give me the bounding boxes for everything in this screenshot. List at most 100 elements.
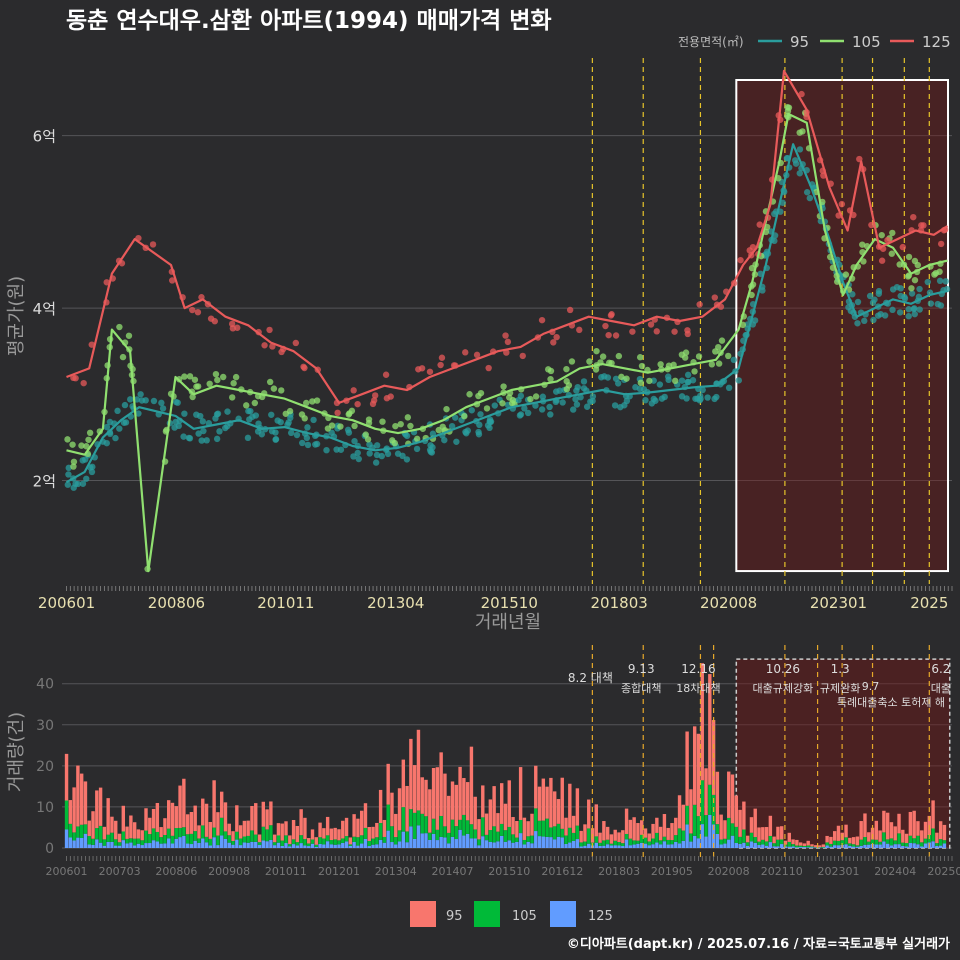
bottom-bar-105 xyxy=(235,831,239,840)
bottom-bar-105 xyxy=(745,842,750,846)
top-x-tick-label: 201304 xyxy=(367,594,424,612)
bottom-bar-95 xyxy=(511,817,515,835)
top-point-95 xyxy=(304,424,311,431)
bottom-bar-105 xyxy=(719,839,723,845)
bottom-bar-105 xyxy=(734,826,739,843)
top-point-125 xyxy=(228,320,236,328)
bottom-bar-95 xyxy=(647,833,651,842)
bottom-bar-125 xyxy=(450,836,455,848)
bottom-bar-125 xyxy=(378,839,383,848)
bottom-bar-105 xyxy=(727,817,731,840)
bottom-bar-105 xyxy=(594,836,599,843)
bottom-bar-95 xyxy=(189,811,194,834)
bottom-x-tick-label: 202110 xyxy=(761,865,803,878)
top-point-105 xyxy=(69,441,76,448)
top-point-95 xyxy=(796,146,804,153)
top-point-105 xyxy=(392,422,399,430)
top-point-105 xyxy=(413,435,421,443)
bottom-bar-125 xyxy=(223,838,228,848)
bottom-bar-105 xyxy=(450,819,455,837)
bottom-bar-125 xyxy=(322,844,326,848)
bottom-bar-125 xyxy=(613,845,617,848)
bottom-bar-105 xyxy=(761,839,765,845)
bottom-bar-95 xyxy=(783,840,788,845)
top-point-95 xyxy=(142,397,149,404)
top-point-125 xyxy=(502,332,509,339)
bottom-bar-125 xyxy=(734,842,739,848)
bottom-bar-105 xyxy=(397,830,402,842)
top-point-125 xyxy=(149,241,157,248)
bottom-bar-95 xyxy=(439,752,443,816)
bottom-bar-95 xyxy=(882,810,886,833)
bottom-bar-105 xyxy=(484,834,489,841)
bottom-bar-105 xyxy=(647,841,651,846)
top-point-105 xyxy=(397,420,404,428)
bottom-bar-95 xyxy=(942,824,947,841)
bottom-bar-95 xyxy=(144,808,148,831)
bottom-bar-105 xyxy=(212,827,216,838)
bottom-bar-105 xyxy=(352,836,356,842)
bottom-bar-95 xyxy=(76,765,80,827)
bottom-bar-105 xyxy=(507,826,511,841)
top-line-125 xyxy=(66,69,949,404)
top-point-95 xyxy=(661,393,668,401)
top-point-105 xyxy=(70,458,78,465)
top-point-95 xyxy=(577,394,584,401)
bottom-bar-95 xyxy=(787,832,791,842)
bottom-bar-105 xyxy=(643,837,648,844)
bottom-bar-105 xyxy=(897,833,901,845)
top-point-105 xyxy=(889,229,896,237)
bottom-bar-105 xyxy=(859,839,863,846)
bottom-x-tick-label: 201304 xyxy=(375,865,417,878)
bottom-bar-125 xyxy=(628,845,633,848)
top-point-125 xyxy=(868,221,875,229)
top-point-95 xyxy=(103,439,110,447)
top-point-95 xyxy=(403,456,411,463)
top-point-95 xyxy=(547,411,554,418)
bottom-bar-95 xyxy=(401,759,406,808)
bottom-bar-95 xyxy=(219,791,224,818)
bottom-bar-95 xyxy=(696,733,701,817)
top-point-95 xyxy=(83,475,90,482)
bottom-bar-105 xyxy=(458,819,462,830)
bottom-x-tick-label: 201803 xyxy=(598,865,640,878)
bottom-bar-95 xyxy=(768,815,773,836)
bottom-bar-105 xyxy=(439,815,443,837)
bottom-bar-105 xyxy=(795,845,799,848)
bottom-bar-95 xyxy=(246,820,250,836)
bottom-bar-105 xyxy=(223,831,228,839)
top-point-95 xyxy=(287,414,294,422)
bottom-bar-125 xyxy=(492,842,496,848)
top-point-125 xyxy=(354,400,361,408)
bottom-bar-105 xyxy=(764,841,769,846)
top-x-axis: 200601 200806 201011 201304 201510 201803 2020… xyxy=(38,586,953,612)
top-point-105 xyxy=(191,376,199,383)
bottom-bar-105 xyxy=(878,841,882,845)
bottom-bar-105 xyxy=(916,835,920,845)
top-point-105 xyxy=(638,362,646,370)
top-point-95 xyxy=(195,430,202,437)
bottom-bar-105 xyxy=(564,835,568,844)
bottom-bar-105 xyxy=(598,842,602,846)
bottom-bar-125 xyxy=(344,841,349,848)
bottom-bar-125 xyxy=(745,845,750,848)
bottom-bar-125 xyxy=(136,843,141,848)
bottom-bar-105 xyxy=(942,840,947,844)
top-point-125 xyxy=(382,371,390,378)
bottom-bar-95 xyxy=(764,827,769,842)
bottom-bar-95 xyxy=(692,726,697,805)
top-point-95 xyxy=(200,427,207,435)
bottom-bar-125 xyxy=(390,842,394,848)
bottom-bar-95 xyxy=(901,829,905,843)
bottom-bar-125 xyxy=(314,846,318,848)
bottom-bar-105 xyxy=(386,804,390,831)
bottom-bar-125 xyxy=(598,845,602,848)
bottom-legend-swatch-125 xyxy=(550,901,576,927)
bottom-bar-105 xyxy=(685,805,689,825)
bottom-bar-125 xyxy=(624,839,629,848)
bottom-bar-95 xyxy=(288,835,292,845)
bottom-bar-125 xyxy=(507,840,511,848)
bottom-bar-125 xyxy=(261,840,266,848)
bottom-bar-125 xyxy=(371,844,375,848)
bottom-bar-95 xyxy=(83,781,88,825)
